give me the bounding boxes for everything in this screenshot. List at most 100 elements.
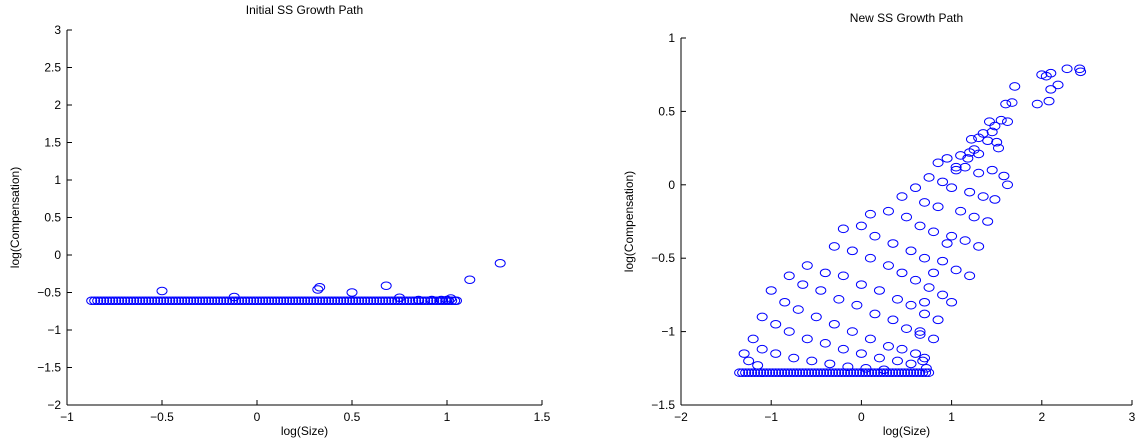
data-point — [983, 117, 995, 126]
data-point — [908, 368, 920, 378]
data-point — [764, 368, 776, 378]
data-point — [887, 239, 899, 248]
data-point — [937, 290, 949, 300]
data-point — [878, 368, 890, 378]
data-point — [801, 334, 813, 344]
x-tick-label: 0.5 — [344, 410, 361, 424]
data-point — [896, 192, 908, 201]
data-point — [998, 171, 1010, 181]
data-point — [1052, 80, 1064, 90]
data-point — [911, 368, 923, 378]
data-point — [743, 356, 755, 366]
data-point — [374, 296, 386, 306]
data-point — [806, 356, 818, 366]
data-point — [194, 296, 206, 306]
data-point — [962, 154, 974, 163]
x-tick-label: −0.5 — [150, 410, 174, 424]
data-point — [928, 334, 940, 344]
data-point — [281, 296, 293, 306]
data-point — [737, 368, 749, 378]
data-point — [846, 327, 858, 336]
data-point — [756, 344, 768, 354]
data-point — [770, 349, 782, 358]
data-point — [98, 296, 110, 306]
data-point — [890, 368, 902, 378]
data-point — [200, 296, 212, 306]
data-point — [437, 296, 449, 306]
data-point — [827, 368, 839, 378]
data-point — [383, 296, 395, 306]
data-point — [302, 296, 314, 306]
data-point — [968, 212, 980, 222]
data-point — [156, 286, 168, 296]
data-point — [1061, 64, 1073, 74]
data-point — [864, 334, 876, 344]
data-point — [434, 296, 446, 306]
x-tick-label: 0 — [254, 410, 261, 424]
data-point — [828, 242, 840, 251]
data-point — [377, 296, 389, 306]
data-point — [869, 309, 881, 319]
data-point — [756, 312, 768, 322]
data-point — [893, 368, 905, 378]
data-point — [445, 294, 457, 303]
data-point — [851, 300, 863, 310]
x-tick-label: −1 — [764, 410, 778, 424]
data-point — [770, 319, 782, 329]
y-tick-label: 1 — [54, 173, 61, 187]
data-point — [179, 296, 191, 306]
data-point — [380, 296, 392, 306]
data-point — [882, 206, 894, 216]
data-point — [779, 297, 791, 307]
data-point — [891, 356, 903, 366]
data-point — [932, 202, 944, 212]
data-point — [394, 293, 405, 303]
data-point — [738, 349, 750, 358]
data-point — [896, 368, 908, 378]
data-point — [917, 356, 929, 366]
data-point — [986, 165, 998, 175]
y-tick-label: −2 — [47, 398, 61, 412]
data-point — [946, 231, 958, 241]
data-point — [797, 368, 809, 378]
data-point — [1000, 99, 1012, 109]
data-point — [801, 261, 813, 270]
data-point — [86, 296, 98, 306]
data-point — [989, 121, 1001, 131]
data-point — [950, 265, 962, 275]
data-point — [782, 368, 794, 378]
data-point — [910, 349, 922, 358]
data-point — [260, 296, 272, 306]
data-point — [964, 187, 976, 197]
data-point — [919, 198, 931, 207]
data-point — [227, 296, 239, 306]
data-point — [269, 296, 281, 306]
data-point — [152, 296, 164, 306]
data-point — [914, 330, 926, 339]
data-point — [176, 296, 188, 306]
data-point — [896, 344, 908, 354]
data-point — [743, 368, 755, 378]
x-tick-label: 3 — [1129, 410, 1136, 424]
data-point — [305, 296, 317, 306]
data-point — [314, 282, 326, 292]
data-point — [104, 296, 116, 306]
data-point — [783, 271, 795, 281]
data-point — [837, 344, 849, 354]
data-point — [257, 296, 269, 306]
data-point — [866, 368, 878, 378]
data-point — [362, 296, 374, 306]
data-point — [854, 368, 866, 378]
data-point — [910, 275, 922, 285]
data-point — [873, 353, 885, 363]
data-point — [959, 236, 971, 245]
data-point — [263, 296, 275, 306]
data-point — [191, 296, 203, 306]
data-point — [821, 368, 833, 378]
data-point — [819, 339, 831, 348]
data-point — [125, 296, 137, 306]
data-point — [788, 368, 800, 378]
data-point — [311, 296, 323, 306]
data-point — [914, 221, 926, 231]
data-point — [356, 296, 368, 306]
